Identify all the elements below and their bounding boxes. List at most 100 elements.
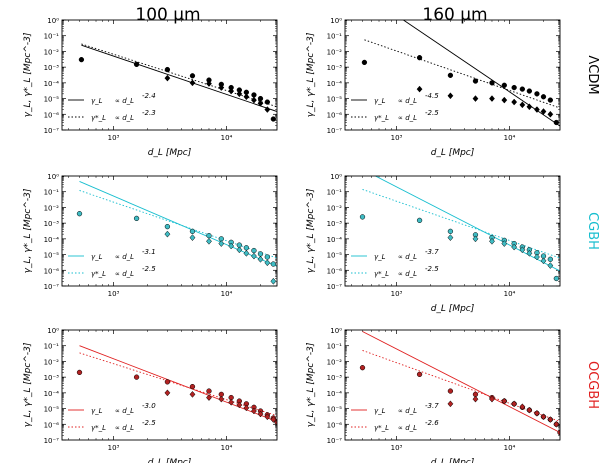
legend-label: γ*_L [91, 270, 106, 278]
point-gamma [489, 80, 495, 86]
point-gamma-star [243, 404, 250, 412]
legend-text: ∝ d_L [398, 270, 417, 278]
plot-frame [61, 175, 278, 287]
point-gamma-star [228, 398, 235, 406]
plot-frame [61, 19, 278, 131]
legend-exponent: -2.6 [425, 419, 439, 427]
y-tick-label: 10⁻⁷ [327, 127, 343, 135]
y-tick-label: 10⁻⁵ [44, 406, 60, 414]
y-tick-label: 10⁻⁵ [327, 406, 343, 414]
y-tick-label: 10⁻⁶ [327, 267, 343, 275]
x-axis-label: d_L [Mpc] [431, 458, 475, 463]
legend-exponent: -3.7 [425, 402, 439, 410]
x-tick-label: 10⁴ [221, 290, 233, 298]
row-label: CGBH [585, 212, 600, 250]
y-axis-label: γ_L, γ*_L [Mpc^-3] [306, 342, 316, 427]
y-axis-label: γ_L, γ*_L [Mpc^-3] [23, 188, 33, 273]
x-axis-label: d_L [Mpc] [148, 458, 192, 463]
point-gamma [447, 388, 454, 394]
legend-exponent: -2.4 [142, 92, 156, 100]
x-tick-label: 10³ [108, 290, 120, 298]
point-gamma [472, 78, 479, 84]
y-tick-label: 10⁻¹ [327, 33, 343, 41]
legend-text: ∝ d_L [115, 253, 134, 261]
point-gamma [206, 232, 212, 239]
x-tick-label: 10³ [391, 134, 403, 142]
y-tick-label: 10⁻⁶ [327, 421, 343, 429]
legend-exponent: -2.5 [425, 265, 439, 273]
point-gamma-star [218, 395, 225, 403]
point-gamma-star [489, 237, 495, 245]
point-gamma-star [274, 419, 277, 426]
y-tick-label: 10⁰ [47, 173, 59, 181]
y-tick-label: 10⁻⁶ [327, 111, 343, 119]
point-gamma-star [511, 243, 518, 251]
y-axis-label: γ_L, γ*_L [Mpc^-3] [23, 342, 33, 427]
point-gamma [164, 379, 171, 385]
point-gamma [359, 365, 366, 371]
point-gamma-star [553, 420, 560, 428]
point-gamma-star [489, 395, 495, 403]
legend-text: ∝ d_L [115, 407, 134, 415]
y-tick-label: 10⁻¹ [44, 33, 60, 41]
y-tick-label: 10⁻² [44, 358, 60, 366]
point-gamma-star [519, 403, 526, 411]
x-axis-label: d_L [Mpc] [431, 304, 475, 314]
legend-exponent: -3.1 [142, 248, 156, 256]
point-gamma [526, 88, 533, 94]
point-gamma-star [189, 79, 196, 87]
legend-text: ∝ d_L [115, 270, 134, 278]
fit-line-gamma-star [79, 352, 277, 417]
legend-label: γ_L [374, 97, 386, 105]
point-gamma [361, 59, 368, 66]
point-gamma [251, 92, 257, 98]
y-tick-label: 10⁻² [327, 48, 343, 56]
legend-exponent: -2.3 [142, 109, 156, 117]
point-gamma-star [264, 413, 271, 421]
point-gamma [257, 251, 264, 257]
y-tick-label: 10⁻⁴ [327, 390, 343, 398]
y-axis-label: γ_L, γ*_L [Mpc^-3] [306, 32, 316, 117]
point-gamma-star [526, 103, 533, 111]
point-gamma [547, 97, 553, 103]
y-tick-label: 10⁻⁴ [327, 236, 343, 244]
y-tick-label: 10⁻² [44, 48, 60, 56]
point-gamma-star [243, 93, 250, 101]
y-tick-label: 10⁻² [327, 204, 343, 212]
point-gamma-star [501, 96, 508, 104]
y-tick-label: 10⁰ [47, 17, 59, 25]
legend-text: ∝ d_L [398, 114, 417, 122]
plot-frame [344, 19, 561, 131]
point-gamma-star [251, 96, 257, 104]
y-tick-label: 10⁻⁵ [327, 96, 343, 104]
point-gamma-star [416, 85, 423, 93]
fit-line-gamma [362, 331, 560, 433]
point-gamma-star [270, 277, 277, 285]
point-gamma [416, 55, 423, 61]
column-title-160: 160 μm [422, 5, 487, 25]
fit-line-gamma [81, 44, 277, 112]
point-gamma-star [447, 92, 454, 100]
point-gamma-star [228, 242, 235, 250]
y-tick-label: 10⁻⁷ [44, 437, 60, 445]
row-label: ΛCDM [585, 55, 600, 94]
point-gamma-star [206, 394, 212, 401]
point-gamma [534, 91, 540, 97]
point-gamma-star [472, 395, 479, 403]
y-tick-label: 10⁻³ [327, 220, 343, 228]
point-gamma [447, 72, 454, 79]
y-tick-label: 10⁰ [330, 17, 342, 25]
point-gamma [133, 374, 140, 380]
point-gamma [270, 116, 277, 122]
point-gamma-star [257, 255, 264, 263]
legend-label: γ*_L [374, 424, 389, 432]
y-tick-label: 10⁻⁴ [44, 390, 60, 398]
y-tick-label: 10⁻⁵ [327, 252, 343, 260]
y-tick-label: 10⁻³ [44, 220, 60, 228]
legend-label: γ*_L [374, 114, 389, 122]
legend-exponent: -3.0 [142, 402, 156, 410]
point-gamma-star [236, 90, 243, 98]
y-tick-label: 10⁻⁵ [44, 96, 60, 104]
x-tick-label: 10³ [391, 290, 403, 298]
fit-line-gamma-star [364, 39, 560, 109]
